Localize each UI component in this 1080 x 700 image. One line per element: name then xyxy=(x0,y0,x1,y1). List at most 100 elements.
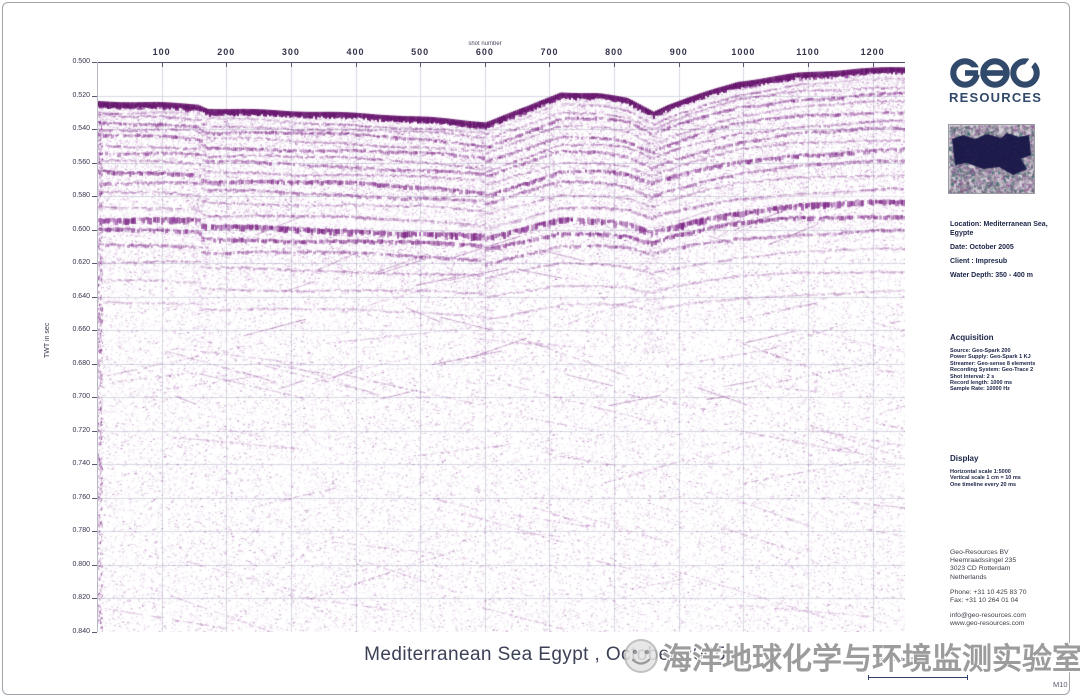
x-tick-label: 600 xyxy=(475,47,494,57)
acquisition-line: Sample Rate: 10000 Hz xyxy=(950,386,1010,393)
y-tick-label: 0.540 xyxy=(72,125,90,133)
y-tick-label: 0.800 xyxy=(72,560,90,568)
display-block: Display Horizontal scale 1:5000 Vertical … xyxy=(950,454,1065,488)
watermark-text: 海洋地球化学与环境监测实验室 xyxy=(662,643,1080,676)
sheet-label: M10 xyxy=(1053,680,1068,689)
x-tick-mark xyxy=(808,62,810,67)
y-tick-mark xyxy=(92,229,97,231)
y-tick-label: 0.500 xyxy=(72,58,90,65)
contact-block: Geo-Resources BV Heemraadssingel 235 3023 … xyxy=(950,549,1070,636)
y-tick-label: 0.760 xyxy=(72,493,90,501)
y-axis-title: TWT in sec xyxy=(44,322,51,358)
map-thumbnail xyxy=(948,124,1035,194)
map-thumbnail-canvas xyxy=(949,125,1034,193)
display-line: Vertical scale 1 cm = 10 ms xyxy=(950,475,1021,482)
y-tick-mark xyxy=(92,598,97,600)
x-tick-label: 200 xyxy=(217,47,236,57)
survey-info-line: Water Depth: 350 - 400 m xyxy=(950,272,1033,279)
y-axis-line xyxy=(97,62,98,632)
y-tick-mark xyxy=(92,62,97,63)
display-heading: Display xyxy=(950,454,979,463)
acquisition-lines: Source: Geo-Spark 200 Power Supply: Geo-S… xyxy=(950,348,1065,393)
x-tick-mark xyxy=(290,62,292,67)
acquisition-line: Streamer: Geo-sense 8 elements xyxy=(950,360,1036,367)
address-line: 3023 CD Rotterdam xyxy=(950,565,1011,573)
y-tick-mark xyxy=(92,397,97,399)
display-lines: Horizontal scale 1:5000 Vertical scale 1 … xyxy=(950,469,1065,488)
scale-bar-left-cap xyxy=(868,675,869,680)
x-tick-label: 100 xyxy=(152,47,171,57)
y-tick-label: 0.640 xyxy=(72,292,90,300)
x-axis-title: shot number xyxy=(468,41,502,47)
y-tick-label: 0.820 xyxy=(72,594,90,602)
x-axis-line xyxy=(97,62,905,63)
acquisition-line: Power Supply: Geo-Spark 1 KJ xyxy=(950,354,1031,361)
display-line: Horizontal scale 1:5000 xyxy=(950,469,1011,475)
acquisition-block: Acquisition Source: Geo-Spark 200 Power S… xyxy=(950,333,1065,393)
y-tick-mark xyxy=(92,497,97,499)
y-tick-label: 0.560 xyxy=(72,158,90,166)
address-line: Heemraadssingel 235 xyxy=(950,557,1017,565)
x-tick-label: 400 xyxy=(346,47,365,57)
x-tick-label: 300 xyxy=(281,47,300,57)
y-tick-mark xyxy=(92,95,97,97)
x-tick-label: 900 xyxy=(669,47,688,57)
x-tick-mark xyxy=(484,62,486,67)
y-tick-label: 0.620 xyxy=(72,259,90,267)
y-tick-label: 0.660 xyxy=(72,326,90,334)
x-tick-label: 500 xyxy=(411,47,430,57)
acquisition-line: Source: Geo-Spark 200 xyxy=(950,348,1011,354)
survey-info-line: Location: Mediterranean Sea, Egypte xyxy=(950,221,1048,237)
y-tick-label: 0.840 xyxy=(72,628,90,635)
y-tick-label: 0.780 xyxy=(72,527,90,535)
display-line: One timeline every 20 ms xyxy=(950,481,1017,488)
contact-line: Phone: +31 10 425 83 70 xyxy=(950,588,1027,596)
y-tick-label: 0.580 xyxy=(72,192,90,200)
contact-line: Fax: +31 10 264 01 04 xyxy=(950,597,1019,605)
x-tick-label: 800 xyxy=(605,47,624,57)
acquisition-line: Record length: 1000 ms xyxy=(950,380,1013,387)
x-tick-mark xyxy=(743,62,745,67)
x-tick-mark xyxy=(614,62,616,67)
x-tick-label: 700 xyxy=(540,47,559,57)
logo-subtitle: RESOURCES xyxy=(949,90,1043,105)
y-tick-mark xyxy=(92,531,97,533)
y-tick-label: 0.700 xyxy=(72,393,90,401)
watermark-emoji-icon xyxy=(624,639,658,673)
y-tick-mark xyxy=(92,263,97,265)
survey-info-block: Location: Mediterranean Sea, Egypte Date:… xyxy=(950,220,1062,285)
y-tick-mark xyxy=(92,363,97,365)
x-tick-mark xyxy=(678,62,680,67)
x-tick-mark xyxy=(549,62,551,67)
web-line: www.geo-resources.com xyxy=(950,620,1025,628)
address-lines: Geo-Resources BV Heemraadssingel 235 3023 … xyxy=(950,549,1070,582)
scale-bar-label: Approximately 500m xyxy=(874,657,926,663)
x-tick-mark xyxy=(355,62,357,67)
y-tick-mark xyxy=(92,162,97,164)
geo-logo-icon xyxy=(950,56,1040,88)
y-tick-label: 0.600 xyxy=(72,225,90,233)
y-tick-mark xyxy=(92,464,97,466)
address-line: Geo-Resources BV xyxy=(950,549,1009,556)
y-tick-mark xyxy=(92,129,97,131)
x-tick-mark xyxy=(420,62,422,67)
y-tick-mark xyxy=(92,296,97,298)
y-tick-label: 0.680 xyxy=(72,359,90,367)
scale-bar-line xyxy=(868,677,968,678)
y-tick-label: 0.720 xyxy=(72,426,90,434)
address-line: Netherlands xyxy=(950,573,987,581)
acquisition-line: Recording System: Geo-Trace 2 xyxy=(950,367,1034,374)
y-tick-label: 0.520 xyxy=(72,91,90,99)
y-tick-mark xyxy=(92,632,97,633)
x-tick-mark xyxy=(226,62,228,67)
web-lines: info@geo-resources.com www.geo-resources.… xyxy=(950,612,1070,628)
acquisition-line: Shot Interval: 2 s xyxy=(950,373,995,380)
x-tick-mark xyxy=(161,62,163,67)
page-frame xyxy=(2,2,1070,695)
scale-bar-right-cap xyxy=(967,675,968,680)
survey-info-line: Date: October 2005 xyxy=(950,244,1014,251)
watermark: 海洋地球化学与环境监测实验室 xyxy=(622,634,1080,678)
seismic-section-canvas xyxy=(97,62,905,632)
acquisition-heading: Acquisition xyxy=(950,333,994,342)
